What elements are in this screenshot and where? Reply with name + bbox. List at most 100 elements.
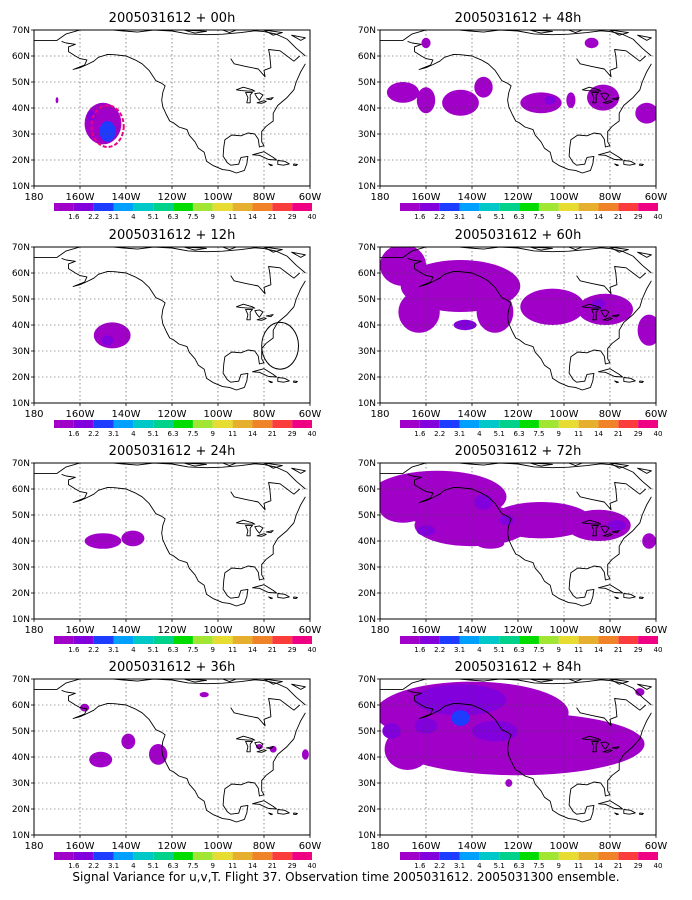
variance-contour <box>121 733 136 750</box>
great-lake <box>602 100 613 104</box>
variance-contour <box>416 87 436 114</box>
colorbar-swatch <box>618 203 639 211</box>
island <box>614 812 619 816</box>
map-panel: 2005031612 + 72h 70N 60N 50N 40N 30N 20N 10N180… <box>358 444 668 654</box>
island <box>637 34 652 41</box>
colorbar-label: 40 <box>654 430 663 438</box>
colorbar-label: 21 <box>268 862 277 870</box>
colorbar-swatch <box>292 420 312 428</box>
lat-tick-label: 40N <box>12 104 30 114</box>
great-lake <box>265 530 274 534</box>
colorbar-swatch <box>153 636 174 644</box>
island <box>252 368 278 378</box>
island <box>292 163 298 166</box>
colorbar-label: 7.5 <box>533 430 544 438</box>
island <box>529 679 553 683</box>
colorbar-label: 3.1 <box>454 862 465 870</box>
colorbar-swatch <box>479 636 500 644</box>
colorbar-swatch <box>73 420 94 428</box>
colorbar-swatch <box>400 636 420 644</box>
lon-tick-label: 60W <box>645 192 668 203</box>
variance-contour <box>476 291 514 333</box>
colorbar-label: 4 <box>477 430 482 438</box>
lat-tick-label: 70N <box>12 459 30 469</box>
island <box>598 800 624 810</box>
colorbar-label: 14 <box>248 213 257 221</box>
colorbar-swatch <box>479 203 500 211</box>
colorbar-label: 14 <box>594 862 603 870</box>
colorbar-label: 14 <box>248 646 257 654</box>
great-lake <box>600 92 610 101</box>
colorbar-label: 11 <box>228 213 237 221</box>
colorbar-label: 7.5 <box>533 862 544 870</box>
variance-contour <box>414 718 438 734</box>
island <box>568 679 583 683</box>
panel-title: 2005031612 + 36h <box>109 660 236 675</box>
map-panel: 2005031612 + 24h 70N 60N 50N 40N 30N 20N 10N180… <box>12 444 322 654</box>
colorbar-swatch <box>499 636 520 644</box>
island <box>291 34 306 41</box>
colorbar-swatch <box>232 203 253 211</box>
colorbar-swatch <box>133 636 154 644</box>
lon-tick-label: 60W <box>645 409 668 420</box>
panel-title: 2005031612 + 48h <box>455 11 582 26</box>
island <box>598 368 624 378</box>
colorbar-swatch <box>538 203 559 211</box>
variance-contour <box>93 322 131 349</box>
lon-tick-label: 60W <box>299 409 322 420</box>
colorbar-label: 14 <box>594 430 603 438</box>
island <box>268 163 273 167</box>
colorbar-swatch <box>252 203 273 211</box>
colorbar-label: 6.3 <box>514 646 525 654</box>
lon-tick-label: 180 <box>24 192 43 203</box>
lon-tick-label: 160W <box>66 625 95 636</box>
great-lake <box>600 525 610 534</box>
colorbar-label: 4 <box>131 862 136 870</box>
lat-tick-label: 10N <box>12 615 30 625</box>
colorbar-swatch <box>618 420 639 428</box>
great-lake <box>581 735 602 741</box>
colorbar-swatch <box>459 852 480 860</box>
colorbar-swatch <box>499 203 520 211</box>
lon-tick-label: 120W <box>158 192 187 203</box>
coastline <box>576 266 647 295</box>
great-lake <box>256 317 267 321</box>
colorbar-label: 2.2 <box>434 430 445 438</box>
island <box>252 151 278 161</box>
lat-tick-label: 10N <box>358 615 376 625</box>
great-lake <box>265 97 274 101</box>
variance-contour <box>520 288 585 325</box>
great-lake <box>581 86 602 92</box>
lat-tick-label: 10N <box>12 831 30 841</box>
colorbar-label: 9 <box>211 430 215 438</box>
map-panel: 2005031612 + 36h 70N 60N 50N 40N 30N 20N 10N180… <box>12 660 322 870</box>
variance-contour <box>199 692 209 698</box>
lat-tick-label: 60N <box>12 701 30 711</box>
colorbar-swatch <box>598 420 619 428</box>
island <box>598 151 624 161</box>
great-lake <box>235 86 256 92</box>
colorbar-swatch <box>292 203 312 211</box>
colorbar-label: 29 <box>288 646 297 654</box>
colorbar-swatch <box>598 203 619 211</box>
island <box>277 809 290 815</box>
lon-tick-label: 140W <box>458 841 487 852</box>
lat-tick-label: 30N <box>358 347 376 357</box>
island <box>183 30 207 34</box>
lon-tick-label: 60W <box>299 625 322 636</box>
lon-tick-label: 100W <box>204 625 233 636</box>
great-lake <box>602 317 613 321</box>
coastline <box>34 247 306 274</box>
colorbar-label: 14 <box>248 862 257 870</box>
panel-title: 2005031612 + 72h <box>455 444 582 459</box>
variance-contour <box>451 710 470 726</box>
lon-tick-label: 100W <box>550 841 579 852</box>
colorbar-label: 5.1 <box>148 862 159 870</box>
lon-tick-label: 180 <box>24 841 43 852</box>
colorbar-label: 21 <box>614 646 623 654</box>
lat-tick-label: 10N <box>358 831 376 841</box>
colorbar-swatch <box>400 203 420 211</box>
lat-tick-label: 70N <box>12 243 30 253</box>
colorbar-swatch <box>459 420 480 428</box>
variance-contour <box>476 538 505 549</box>
